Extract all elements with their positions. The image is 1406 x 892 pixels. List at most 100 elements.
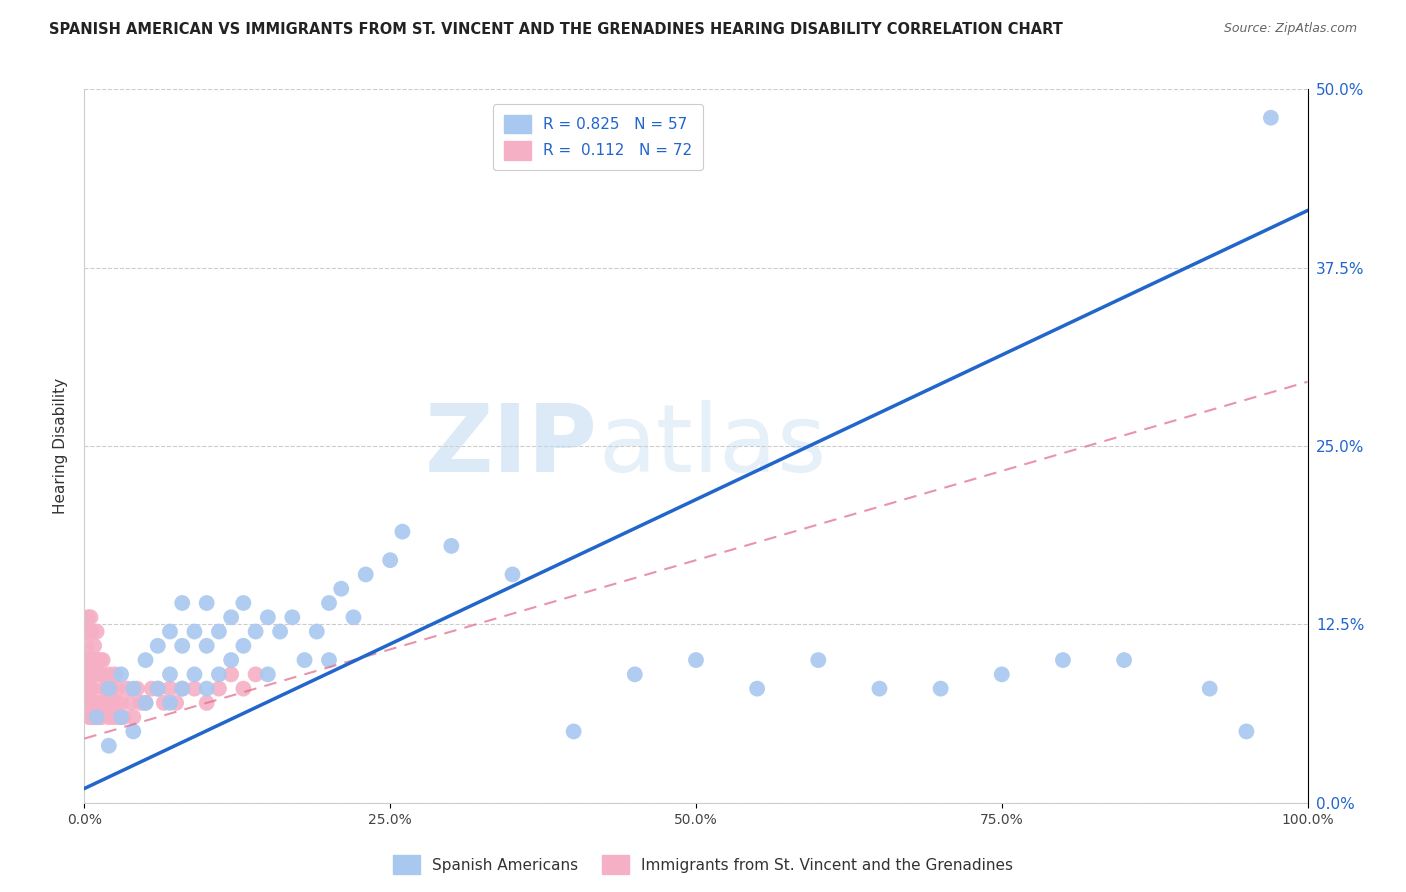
Point: [97, 710, 120, 724]
Point: [305, 624, 328, 639]
Point: [391, 524, 413, 539]
Point: [97, 696, 120, 710]
Point: [79, 696, 101, 710]
Point: [90, 667, 112, 681]
Text: SPANISH AMERICAN VS IMMIGRANTS FROM ST. VINCENT AND THE GRENADINES HEARING DISAB: SPANISH AMERICAN VS IMMIGRANTS FROM ST. …: [49, 22, 1063, 37]
Point: [77, 624, 100, 639]
Y-axis label: Hearing Disability: Hearing Disability: [53, 378, 69, 514]
Point: [1052, 653, 1074, 667]
Point: [86, 624, 108, 639]
Point: [87, 696, 110, 710]
Point: [219, 610, 242, 624]
Point: [84, 653, 107, 667]
Point: [232, 681, 254, 696]
Point: [342, 610, 364, 624]
Point: [318, 653, 340, 667]
Point: [96, 681, 118, 696]
Point: [112, 710, 135, 724]
Legend: R = 0.825   N = 57, R =  0.112   N = 72: R = 0.825 N = 57, R = 0.112 N = 72: [494, 104, 703, 170]
Point: [1114, 653, 1136, 667]
Point: [245, 624, 267, 639]
Point: [146, 681, 169, 696]
Point: [87, 667, 110, 681]
Point: [1260, 111, 1282, 125]
Point: [159, 624, 181, 639]
Point: [107, 710, 129, 724]
Point: [89, 653, 111, 667]
Point: [195, 681, 218, 696]
Point: [624, 667, 647, 681]
Point: [245, 667, 267, 681]
Point: [146, 639, 169, 653]
Point: [747, 681, 769, 696]
Point: [79, 610, 101, 624]
Point: [929, 681, 952, 696]
Point: [135, 696, 157, 710]
Point: [135, 653, 157, 667]
Point: [159, 667, 181, 681]
Point: [1236, 724, 1258, 739]
Point: [105, 696, 128, 710]
Point: [86, 710, 108, 724]
Point: [80, 624, 103, 639]
Point: [79, 653, 101, 667]
Point: [354, 567, 377, 582]
Point: [110, 696, 132, 710]
Point: [208, 624, 231, 639]
Point: [172, 681, 194, 696]
Point: [77, 610, 100, 624]
Point: [219, 667, 242, 681]
Point: [115, 681, 138, 696]
Point: [77, 667, 100, 681]
Point: [257, 667, 280, 681]
Point: [172, 596, 194, 610]
Point: [87, 653, 110, 667]
Point: [91, 653, 114, 667]
Point: [100, 681, 122, 696]
Point: [75, 624, 97, 639]
Text: ZIP: ZIP: [425, 400, 598, 492]
Point: [380, 553, 402, 567]
Point: [82, 653, 104, 667]
Point: [91, 696, 114, 710]
Point: [77, 710, 100, 724]
Point: [122, 681, 145, 696]
Point: [330, 582, 353, 596]
Point: [80, 710, 103, 724]
Point: [94, 696, 117, 710]
Point: [122, 724, 145, 739]
Point: [232, 596, 254, 610]
Point: [807, 653, 830, 667]
Point: [440, 539, 463, 553]
Point: [97, 667, 120, 681]
Point: [110, 667, 132, 681]
Point: [195, 639, 218, 653]
Point: [77, 653, 100, 667]
Point: [89, 696, 111, 710]
Point: [502, 567, 524, 582]
Text: Source: ZipAtlas.com: Source: ZipAtlas.com: [1223, 22, 1357, 36]
Point: [82, 696, 104, 710]
Point: [208, 667, 231, 681]
Point: [86, 667, 108, 681]
Point: [101, 696, 124, 710]
Point: [869, 681, 891, 696]
Point: [105, 681, 128, 696]
Point: [183, 624, 205, 639]
Point: [97, 739, 120, 753]
Point: [93, 681, 115, 696]
Point: [98, 696, 121, 710]
Point: [80, 667, 103, 681]
Point: [269, 624, 291, 639]
Point: [90, 710, 112, 724]
Point: [991, 667, 1014, 681]
Point: [195, 596, 218, 610]
Point: [165, 696, 187, 710]
Point: [87, 710, 110, 724]
Point: [159, 696, 181, 710]
Point: [84, 696, 107, 710]
Legend: Spanish Americans, Immigrants from St. Vincent and the Grenadines: Spanish Americans, Immigrants from St. V…: [387, 849, 1019, 880]
Point: [104, 667, 127, 681]
Point: [146, 681, 169, 696]
Point: [257, 610, 280, 624]
